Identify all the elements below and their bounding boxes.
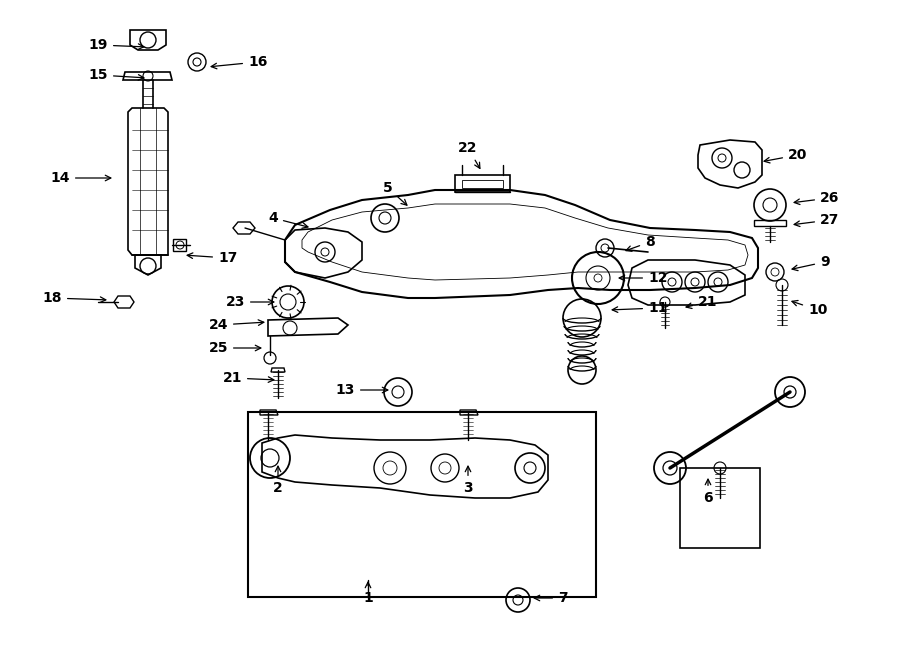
Text: 5: 5	[383, 181, 407, 205]
Text: 6: 6	[703, 479, 713, 505]
Text: 15: 15	[88, 68, 144, 82]
Text: 19: 19	[88, 38, 144, 52]
Text: 13: 13	[336, 383, 388, 397]
Text: 22: 22	[458, 141, 480, 169]
Text: 4: 4	[268, 211, 308, 228]
Text: 21: 21	[222, 371, 274, 385]
Text: 25: 25	[209, 341, 261, 355]
Text: 1: 1	[363, 582, 373, 605]
Text: 9: 9	[792, 255, 830, 270]
Text: 16: 16	[212, 55, 267, 69]
Text: 14: 14	[50, 171, 111, 185]
Text: 2: 2	[273, 466, 283, 495]
Text: 7: 7	[535, 591, 568, 605]
Text: 12: 12	[619, 271, 668, 285]
Text: 24: 24	[209, 318, 264, 332]
Text: 20: 20	[764, 148, 807, 163]
Bar	[248, 412, 596, 597]
Text: 18: 18	[42, 291, 106, 305]
Text: 26: 26	[794, 191, 840, 205]
Text: 17: 17	[187, 251, 238, 265]
Text: 8: 8	[626, 235, 655, 251]
Text: 27: 27	[794, 213, 840, 227]
Text: 10: 10	[792, 301, 827, 317]
Bar	[680, 468, 760, 548]
Text: 3: 3	[464, 466, 472, 495]
Text: 21: 21	[686, 295, 717, 309]
Text: 23: 23	[226, 295, 274, 309]
Text: 11: 11	[612, 301, 668, 315]
